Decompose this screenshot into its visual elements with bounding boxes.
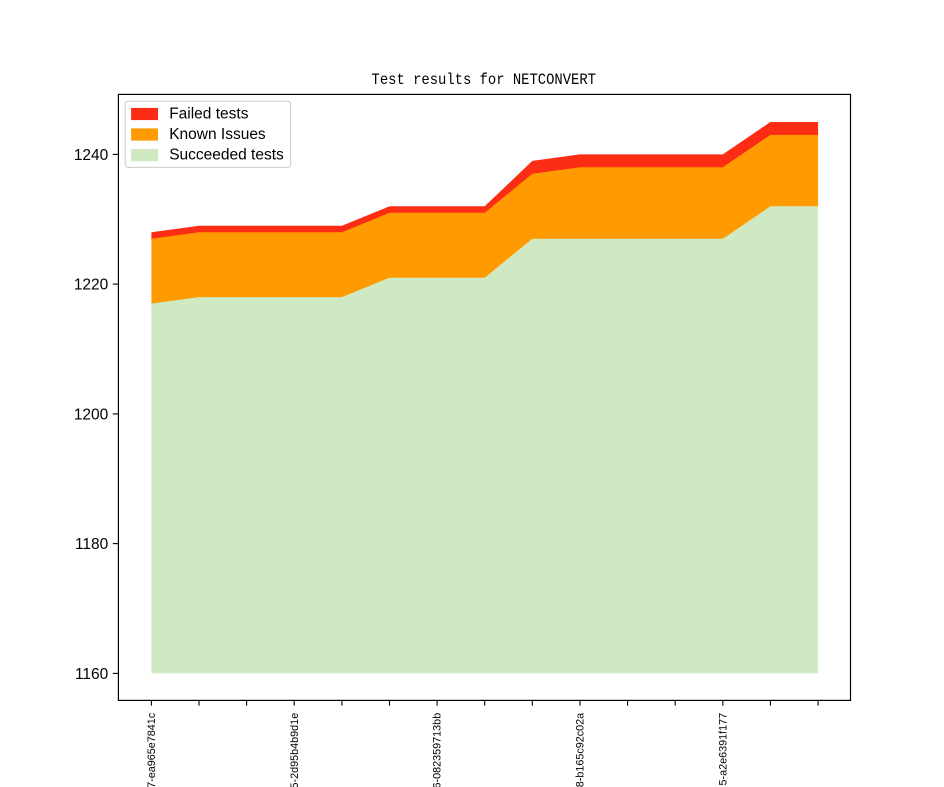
- svg-text:1220: 1220: [74, 277, 109, 294]
- svg-text:1180: 1180: [75, 536, 109, 553]
- svg-text:1240: 1240: [74, 147, 109, 164]
- svg-text:6-082359713bb: 6-082359713bb: [432, 713, 444, 787]
- svg-text:7-ea965e7841c: 7-ea965e7841c: [146, 712, 158, 787]
- svg-text:8-b165c92c02a: 8-b165c92c02a: [575, 713, 587, 787]
- svg-text:5-2d95b4b9d1e: 5-2d95b4b9d1e: [289, 713, 301, 787]
- svg-text:1200: 1200: [74, 406, 109, 423]
- svg-text:Failed tests: Failed tests: [169, 106, 249, 123]
- svg-text:Test results for NETCONVERT: Test results for NETCONVERT: [372, 71, 597, 89]
- svg-text:Known Issues: Known Issues: [169, 126, 266, 143]
- svg-text:5-a2e6391f177: 5-a2e6391f177: [717, 713, 729, 786]
- svg-text:1160: 1160: [75, 666, 109, 683]
- svg-text:Succeeded tests: Succeeded tests: [169, 147, 284, 164]
